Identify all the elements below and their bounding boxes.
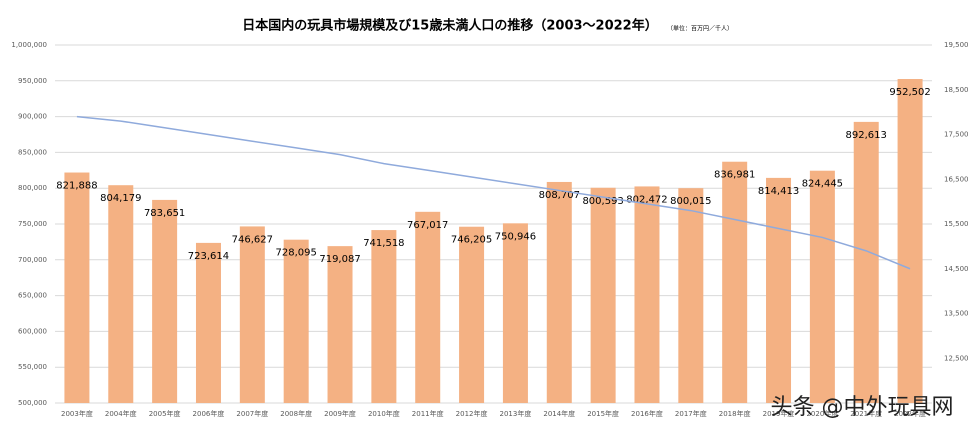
bar — [502, 223, 528, 403]
x-tick-label: 2022年度 — [894, 409, 926, 418]
x-tick-label: 2011年度 — [412, 409, 444, 418]
y2-tick-label: 16,500 — [944, 175, 969, 183]
value-label: 728,095 — [275, 248, 316, 259]
bar — [371, 230, 397, 403]
y2-tick-label: 14,500 — [944, 265, 969, 273]
y-tick-label: 600,000 — [18, 327, 47, 335]
bar — [239, 226, 265, 403]
value-label: 800,015 — [670, 196, 711, 207]
value-label: 814,413 — [758, 186, 799, 197]
bar — [546, 181, 572, 403]
value-label: 802,472 — [626, 194, 667, 205]
value-label: 719,087 — [319, 254, 360, 265]
y-tick-label: 900,000 — [18, 113, 47, 121]
y-tick-label: 850,000 — [18, 148, 47, 156]
value-label: 750,946 — [495, 231, 536, 242]
bar — [809, 170, 835, 403]
x-tick-label: 2013年度 — [500, 409, 532, 418]
y2-tick-label: 12,500 — [944, 354, 969, 362]
value-label: 800,593 — [582, 196, 623, 207]
y-tick-label: 800,000 — [18, 184, 47, 192]
value-label: 746,627 — [232, 234, 273, 245]
value-label: 783,651 — [144, 208, 185, 219]
bar — [678, 188, 704, 403]
y-tick-label: 750,000 — [18, 220, 47, 228]
y2-tick-label: 19,500 — [944, 41, 969, 49]
y2-tick-label: 15,500 — [944, 220, 969, 228]
bar — [897, 79, 923, 403]
bar — [415, 211, 441, 403]
x-tick-label: 2014年度 — [543, 409, 575, 418]
y-tick-label: 700,000 — [18, 256, 47, 264]
y-tick-label: 950,000 — [18, 77, 47, 85]
y-tick-label: 550,000 — [18, 363, 47, 371]
bar — [152, 199, 178, 403]
x-tick-label: 2005年度 — [149, 409, 181, 418]
value-label: 808,707 — [539, 190, 580, 201]
bar — [283, 239, 309, 403]
x-tick-label: 2018年度 — [719, 409, 751, 418]
x-tick-label: 2010年度 — [368, 409, 400, 418]
x-tick-label: 2009年度 — [324, 409, 356, 418]
value-label: 952,502 — [889, 87, 930, 98]
bar — [459, 226, 485, 403]
value-label: 836,981 — [714, 170, 755, 181]
x-tick-label: 2019年度 — [763, 409, 795, 418]
value-label: 804,179 — [100, 193, 141, 204]
y-tick-label: 500,000 — [18, 399, 47, 407]
x-tick-label: 2006年度 — [193, 409, 225, 418]
value-label: 746,205 — [451, 235, 492, 246]
value-label: 821,888 — [56, 181, 97, 192]
value-label: 892,613 — [846, 130, 887, 141]
bar — [722, 161, 748, 403]
x-tick-label: 2012年度 — [456, 409, 488, 418]
watermark: 头条 @中外玩具网 — [771, 395, 954, 420]
value-label: 741,518 — [363, 238, 404, 249]
x-tick-label: 2017年度 — [675, 409, 707, 418]
y2-tick-label: 13,500 — [944, 310, 969, 318]
value-label: 767,017 — [407, 220, 448, 231]
x-tick-label: 2016年度 — [631, 409, 663, 418]
x-tick-label: 2015年度 — [587, 409, 619, 418]
y-tick-label: 1,000,000 — [11, 41, 47, 49]
x-tick-label: 2021年度 — [850, 409, 882, 418]
x-tick-label: 2008年度 — [280, 409, 312, 418]
x-tick-label: 2003年度 — [61, 409, 93, 418]
bar — [590, 187, 616, 403]
bar — [195, 242, 221, 403]
bar — [766, 177, 792, 403]
x-tick-label: 2007年度 — [236, 409, 268, 418]
x-tick-label: 2004年度 — [105, 409, 137, 418]
y-tick-label: 650,000 — [18, 292, 47, 300]
line — [76, 115, 911, 270]
y2-tick-label: 17,500 — [944, 131, 969, 139]
bar — [108, 185, 134, 403]
x-tick-label: 2020年度 — [806, 409, 838, 418]
bar — [634, 186, 660, 403]
bar — [327, 246, 353, 403]
value-label: 824,445 — [802, 179, 843, 190]
value-label: 723,614 — [188, 251, 229, 262]
chart-subtitle: （単位：百万円／千人） — [667, 25, 733, 33]
bar — [853, 121, 879, 403]
chart-title: 日本国内の玩具市場規模及び15歳未満人口の推移（2003〜2022年） — [242, 18, 657, 34]
bar — [64, 172, 90, 403]
y2-tick-label: 18,500 — [944, 86, 969, 94]
